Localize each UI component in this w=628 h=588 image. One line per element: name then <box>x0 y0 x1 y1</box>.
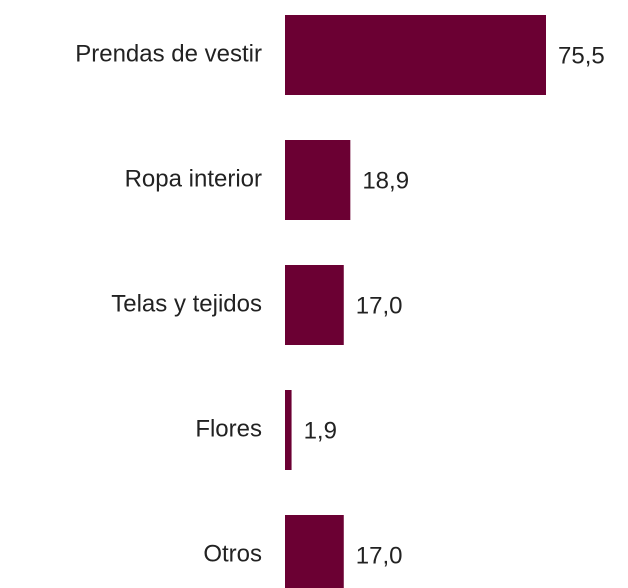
bar <box>285 515 344 588</box>
category-label: Otros <box>203 540 262 567</box>
value-label: 75,5 <box>558 42 605 69</box>
category-label: Ropa interior <box>125 165 262 192</box>
category-label: Prendas de vestir <box>75 40 262 67</box>
bar <box>285 140 351 220</box>
category-label: Flores <box>195 415 262 442</box>
bar <box>285 265 344 345</box>
category-label: Telas y tejidos <box>111 290 262 317</box>
bar <box>285 390 292 470</box>
bar <box>285 15 546 95</box>
value-label: 18,9 <box>362 167 409 194</box>
value-label: 17,0 <box>356 542 403 569</box>
value-label: 17,0 <box>356 292 403 319</box>
value-label: 1,9 <box>304 417 337 444</box>
